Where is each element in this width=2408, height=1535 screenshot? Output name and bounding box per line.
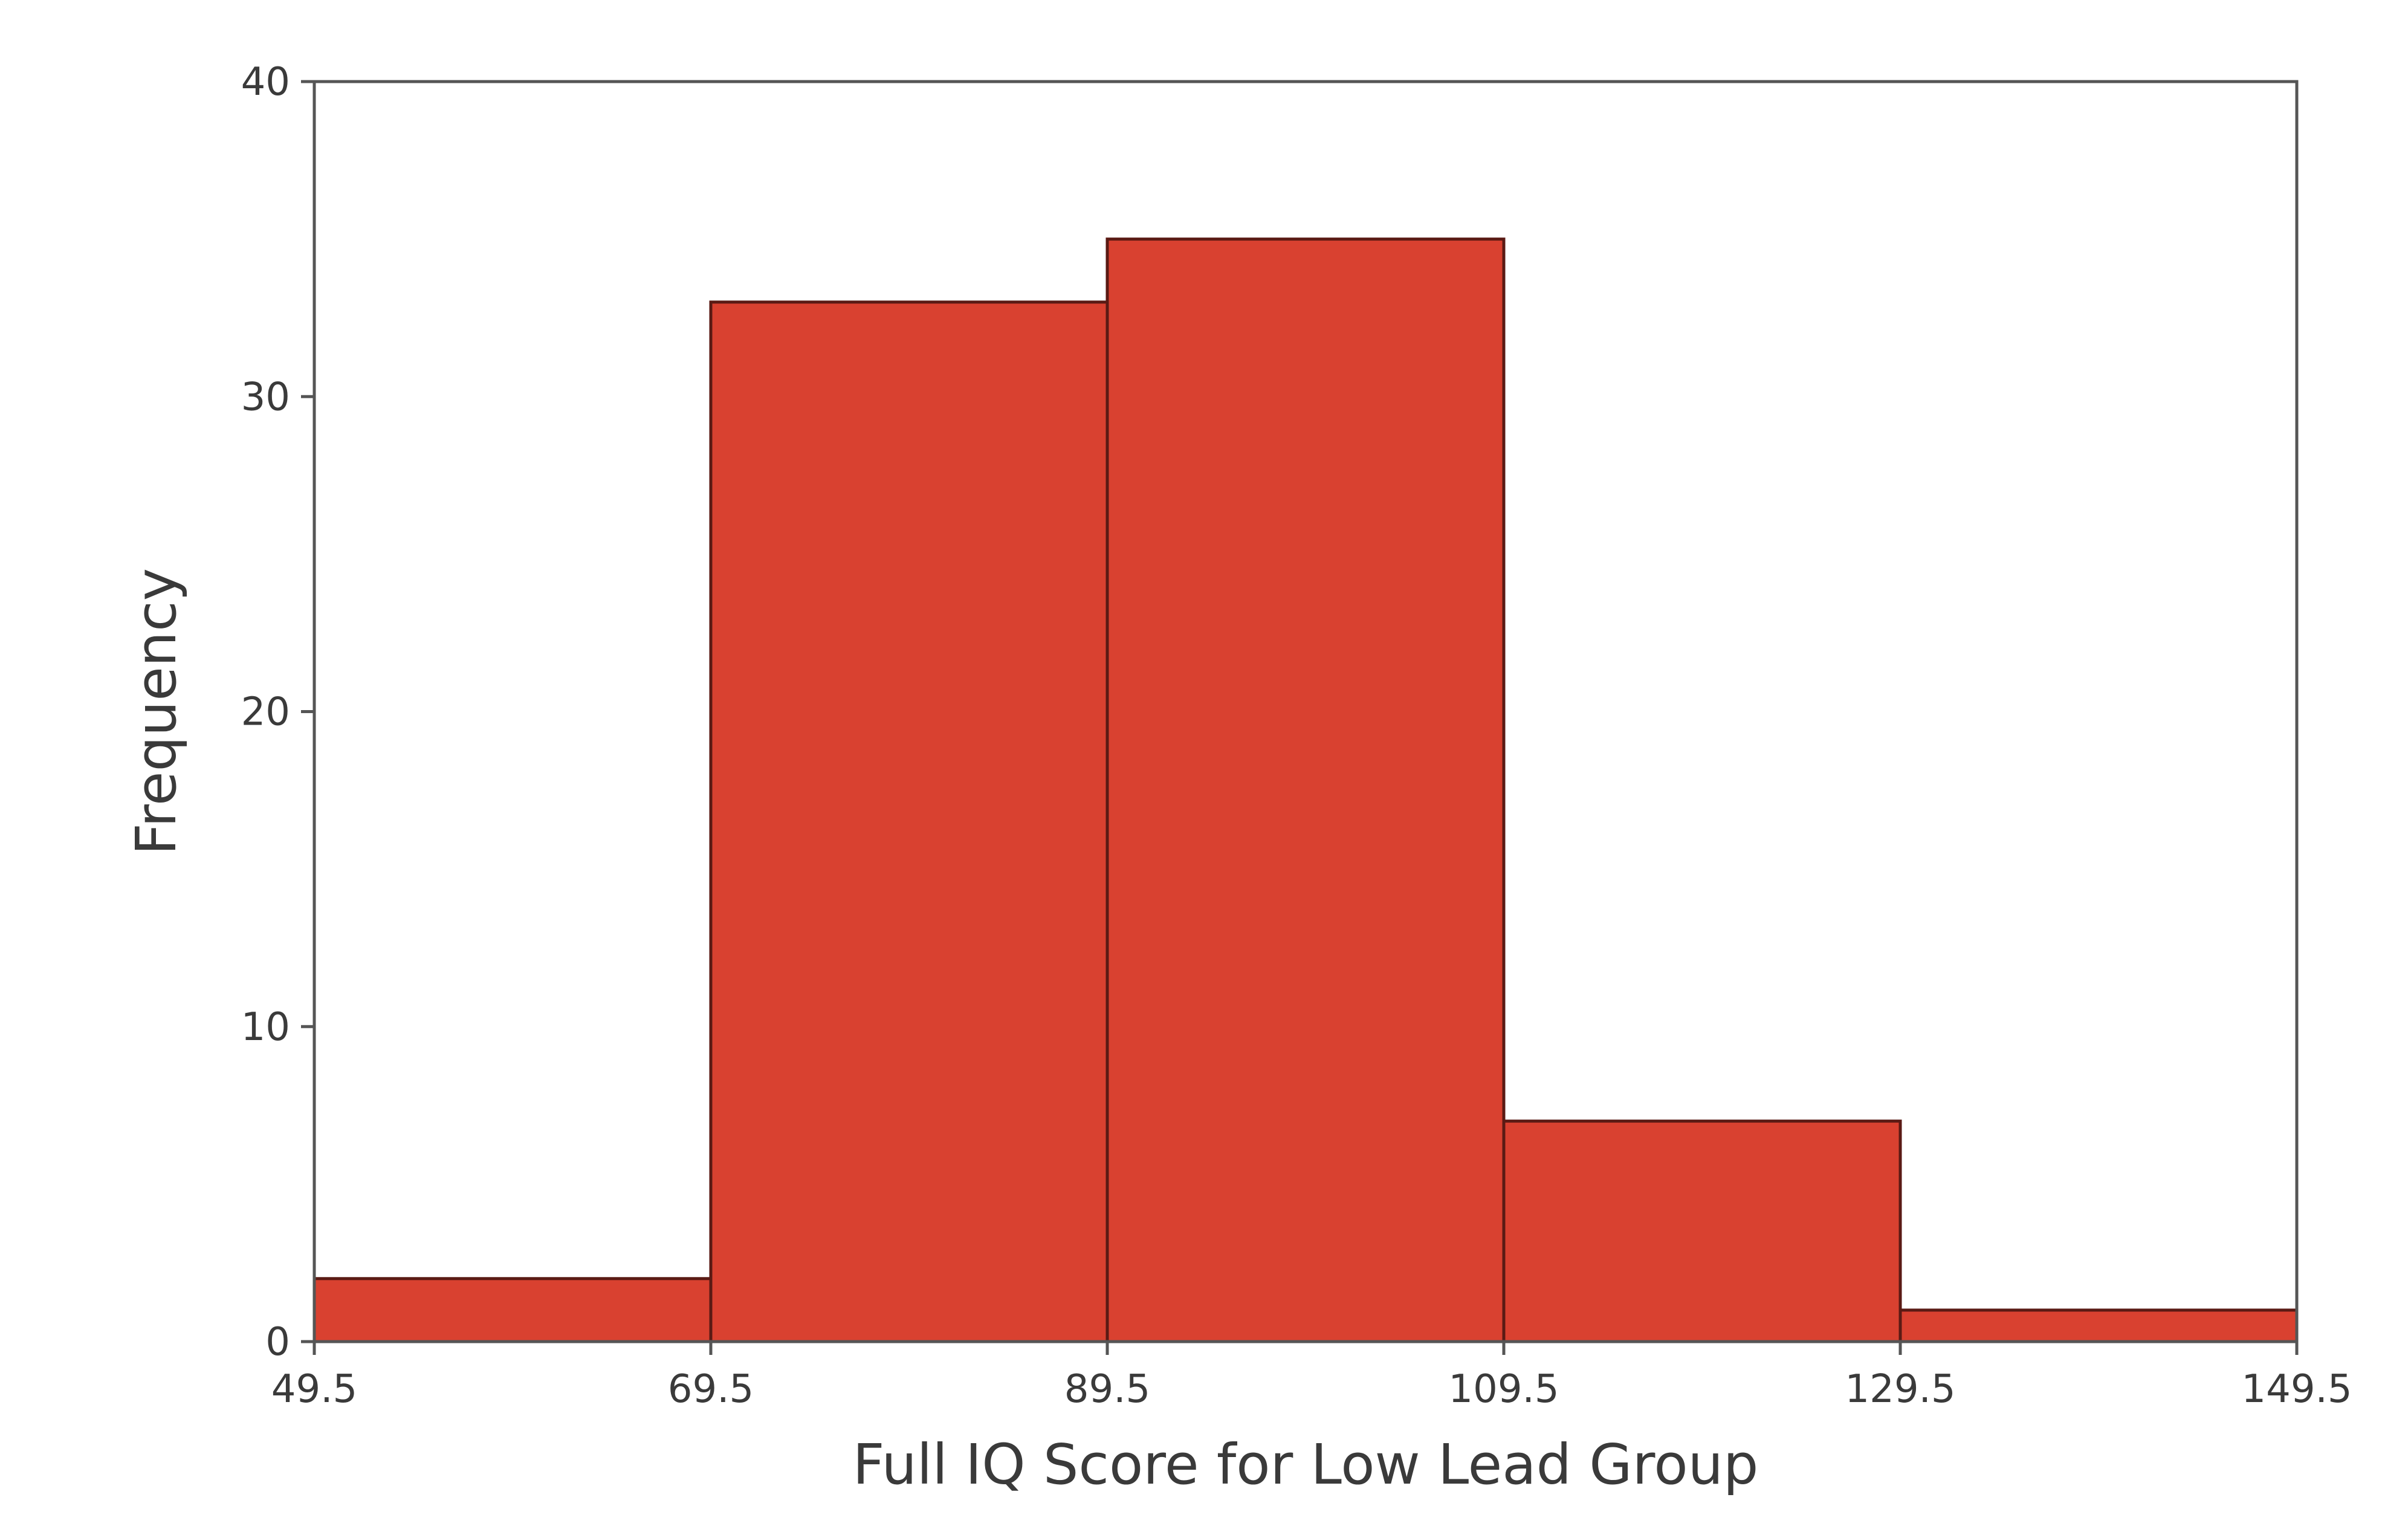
x-tick-label-2: 89.5 xyxy=(1064,1367,1151,1412)
bar-1 xyxy=(709,300,1109,1343)
x-tick-label-5: 149.5 xyxy=(2241,1367,2352,1412)
x-axis: 49.5 69.5 89.5 109.5 129.5 149.5 xyxy=(271,1342,2352,1412)
y-tick-label-4: 40 xyxy=(241,60,290,105)
y-tick-label-1: 10 xyxy=(241,1005,290,1050)
bar-2 xyxy=(1105,238,1506,1343)
x-tick-label-0: 49.5 xyxy=(271,1367,358,1412)
y-tick-label-3: 30 xyxy=(241,375,290,419)
x-tick-label-3: 109.5 xyxy=(1448,1367,1559,1412)
bar-3 xyxy=(1502,1119,1902,1343)
bar-0 xyxy=(312,1277,713,1343)
y-axis-title: Frequency xyxy=(124,568,189,855)
x-axis-title: Full IQ Score for Low Lead Group xyxy=(853,1432,1759,1497)
y-tick-label-0: 0 xyxy=(265,1320,290,1365)
x-tick-label-1: 69.5 xyxy=(668,1367,754,1412)
bars-group xyxy=(312,238,2299,1343)
x-tick-label-4: 129.5 xyxy=(1845,1367,1955,1412)
y-tick-label-2: 20 xyxy=(241,690,290,735)
bar-4 xyxy=(1898,1308,2299,1343)
y-axis: 0 10 20 30 40 xyxy=(241,60,314,1365)
